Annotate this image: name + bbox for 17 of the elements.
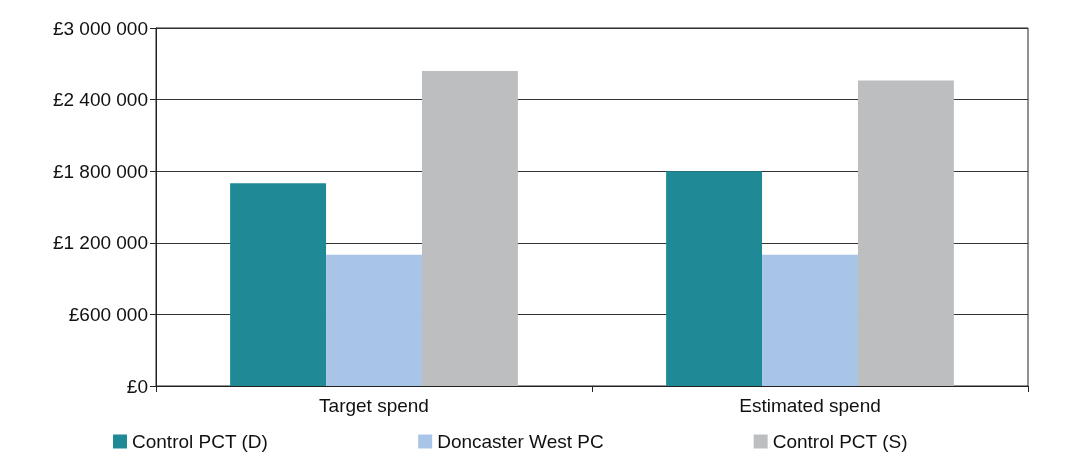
y-tick-label: £600 000 [68, 303, 148, 325]
x-tick-label: Target spend [319, 395, 429, 416]
bar [666, 171, 763, 386]
bar [421, 70, 518, 386]
y-tick-label: £1 200 000 [52, 232, 148, 254]
y-tick-label: £0 [126, 375, 148, 397]
bar [230, 183, 327, 386]
legend-label: Doncaster West PC [437, 431, 604, 452]
legend-label: Control PCT (S) [772, 431, 908, 452]
bar [326, 254, 422, 386]
legend-label: Control PCT (D) [132, 431, 268, 452]
x-tick-label: Estimated spend [739, 395, 881, 416]
bar [857, 80, 954, 386]
y-tick-label: £3 000 000 [52, 17, 148, 39]
bar [762, 254, 858, 386]
y-tick-label: £1 800 000 [52, 160, 148, 182]
y-tick-label: £2 400 000 [52, 89, 148, 111]
